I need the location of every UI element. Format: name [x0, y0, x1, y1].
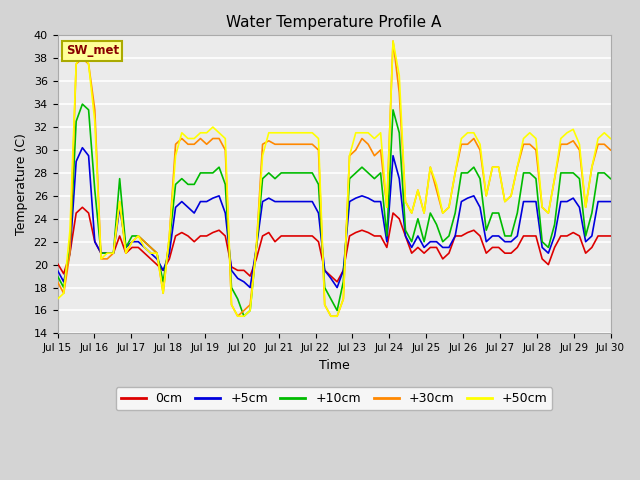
Text: SW_met: SW_met	[66, 44, 119, 57]
Y-axis label: Temperature (C): Temperature (C)	[15, 133, 28, 235]
X-axis label: Time: Time	[319, 359, 349, 372]
Title: Water Temperature Profile A: Water Temperature Profile A	[227, 15, 442, 30]
Legend: 0cm, +5cm, +10cm, +30cm, +50cm: 0cm, +5cm, +10cm, +30cm, +50cm	[116, 387, 552, 410]
